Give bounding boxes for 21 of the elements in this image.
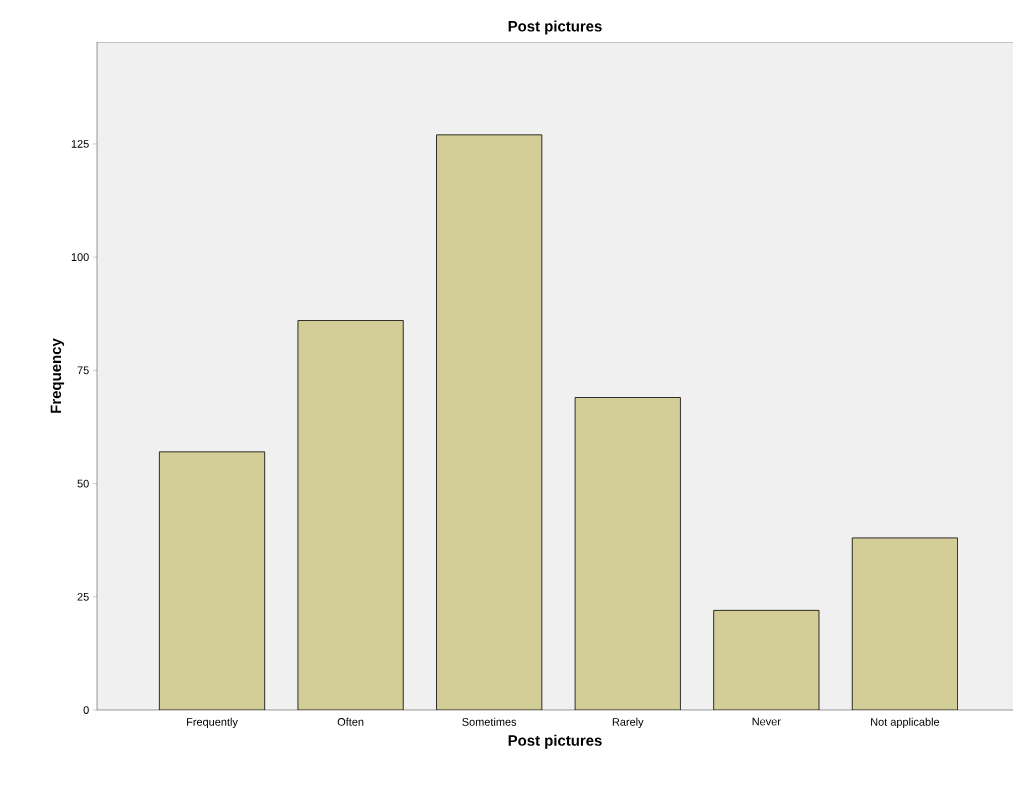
bar: [158, 451, 266, 710]
y-tick-label: 0: [83, 706, 89, 714]
y-tick-label: 25: [77, 592, 89, 601]
x-tick-label: Sometimes: [462, 717, 517, 726]
bar: [297, 320, 404, 710]
y-tick-label: 75: [77, 366, 89, 375]
x-tick-label: Not applicable: [871, 717, 940, 728]
y-tick-label: 125: [71, 140, 89, 148]
y-tick-label: 50: [77, 479, 89, 488]
y-tick-label: 100: [71, 253, 89, 261]
x-tick-label: Frequently: [187, 717, 238, 728]
x-tick-label: Rarely: [612, 717, 644, 728]
chart-title: Post pictures: [508, 20, 602, 35]
bar: [436, 134, 543, 710]
bar: [713, 609, 820, 710]
bar: [851, 537, 958, 710]
bar: [574, 397, 681, 710]
y-axis-title: Frequency: [50, 338, 65, 413]
x-tick-label: Never: [752, 717, 781, 726]
x-tick-label: Often: [337, 717, 364, 726]
x-axis-title: Post pictures: [508, 734, 602, 749]
